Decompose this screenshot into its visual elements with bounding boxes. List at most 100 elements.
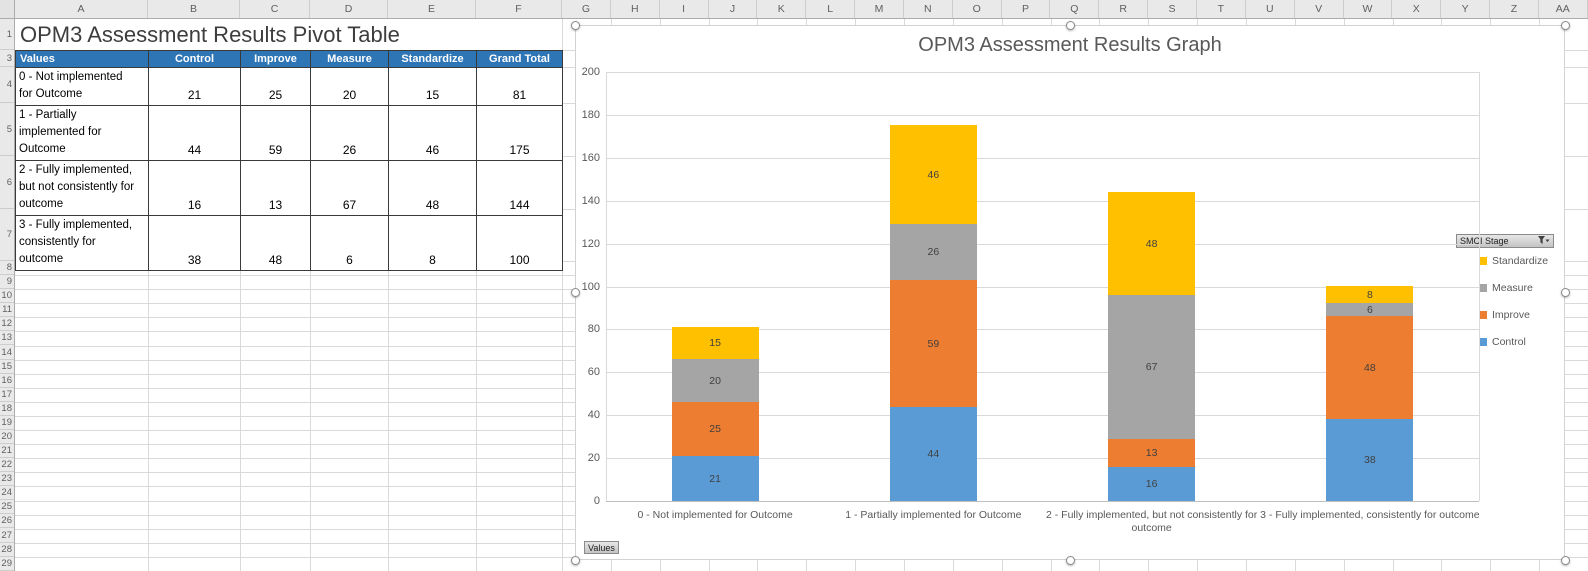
column-header-D[interactable]: D bbox=[310, 0, 388, 18]
column-header-J[interactable]: J bbox=[709, 0, 758, 18]
pivot-value-cell[interactable]: 25 bbox=[240, 67, 311, 106]
pivot-row-label[interactable]: 1 - Partially implemented for Outcome bbox=[15, 105, 149, 161]
column-header-U[interactable]: U bbox=[1246, 0, 1295, 18]
pivot-value-cell[interactable]: 20 bbox=[310, 67, 389, 106]
pivot-value-cell[interactable]: 100 bbox=[476, 215, 563, 271]
column-header-W[interactable]: W bbox=[1344, 0, 1393, 18]
row-header-8[interactable]: 8 bbox=[0, 261, 14, 276]
legend-item-improve[interactable]: Improve bbox=[1479, 308, 1548, 321]
column-header-H[interactable]: H bbox=[611, 0, 660, 18]
pivot-value-cell[interactable]: 46 bbox=[388, 105, 477, 161]
chart-selection-handle[interactable] bbox=[570, 20, 580, 30]
legend-item-control[interactable]: Control bbox=[1479, 335, 1548, 348]
pivot-value-cell[interactable]: 48 bbox=[388, 160, 477, 216]
column-header-R[interactable]: R bbox=[1099, 0, 1149, 18]
chart-object[interactable]: OPM3 Assessment Results Graph Standardiz… bbox=[575, 25, 1565, 560]
column-header-C[interactable]: C bbox=[240, 0, 310, 18]
row-header-15[interactable]: 15 bbox=[0, 360, 14, 374]
stacked-bar[interactable]: 16 13 67 48 bbox=[1108, 192, 1196, 501]
row-header-20[interactable]: 20 bbox=[0, 430, 14, 445]
pivot-value-cell[interactable]: 6 bbox=[310, 215, 389, 271]
pivot-header-standardize[interactable]: Standardize bbox=[388, 50, 477, 68]
row-header-12[interactable]: 12 bbox=[0, 317, 14, 332]
bar-segment-standardize[interactable]: 15 bbox=[671, 327, 759, 359]
bar-segment-measure[interactable]: 20 bbox=[671, 359, 759, 402]
pivot-value-cell[interactable]: 8 bbox=[388, 215, 477, 271]
pivot-value-cell[interactable]: 26 bbox=[310, 105, 389, 161]
row-header-7[interactable]: 7 bbox=[0, 209, 14, 261]
bar-segment-measure[interactable]: 67 bbox=[1108, 295, 1196, 439]
column-header-X[interactable]: X bbox=[1392, 0, 1442, 18]
column-header-O[interactable]: O bbox=[953, 0, 1002, 18]
row-header-21[interactable]: 21 bbox=[0, 444, 14, 459]
column-header-I[interactable]: I bbox=[660, 0, 709, 18]
column-header-B[interactable]: B bbox=[148, 0, 240, 18]
pivot-value-cell[interactable]: 44 bbox=[148, 105, 241, 161]
pivot-value-cell[interactable]: 38 bbox=[148, 215, 241, 271]
row-header-13[interactable]: 13 bbox=[0, 331, 14, 346]
legend-item-standardize[interactable]: Standardize bbox=[1479, 254, 1548, 267]
pivot-value-cell[interactable]: 67 bbox=[310, 160, 389, 216]
row-header-4[interactable]: 4 bbox=[0, 67, 14, 103]
legend-item-measure[interactable]: Measure bbox=[1479, 281, 1548, 294]
pivot-value-cell[interactable]: 81 bbox=[476, 67, 563, 106]
row-header-6[interactable]: 6 bbox=[0, 156, 14, 209]
pivot-title[interactable]: OPM3 Assessment Results Pivot Table bbox=[15, 19, 562, 50]
column-header-P[interactable]: P bbox=[1002, 0, 1051, 18]
row-header-11[interactable]: 11 bbox=[0, 303, 14, 318]
bar-segment-standardize[interactable]: 8 bbox=[1326, 286, 1414, 303]
column-header-S[interactable]: S bbox=[1148, 0, 1197, 18]
pivot-header-grand-total[interactable]: Grand Total bbox=[476, 50, 563, 68]
column-header-T[interactable]: T bbox=[1197, 0, 1246, 18]
column-header-Y[interactable]: Y bbox=[1441, 0, 1491, 18]
pivot-header-control[interactable]: Control bbox=[148, 50, 241, 68]
pivot-value-cell[interactable]: 16 bbox=[148, 160, 241, 216]
chart-selection-handle[interactable] bbox=[1560, 288, 1570, 297]
row-header-14[interactable]: 14 bbox=[0, 345, 14, 360]
pivot-value-cell[interactable]: 59 bbox=[240, 105, 311, 161]
row-header-25[interactable]: 25 bbox=[0, 500, 14, 515]
column-header-M[interactable]: M bbox=[855, 0, 904, 18]
pivot-value-cell[interactable]: 21 bbox=[148, 67, 241, 106]
column-header-F[interactable]: F bbox=[476, 0, 562, 18]
pivot-value-cell[interactable]: 13 bbox=[240, 160, 311, 216]
row-header-18[interactable]: 18 bbox=[0, 402, 14, 416]
column-header-G[interactable]: G bbox=[562, 0, 611, 18]
row-header-5[interactable]: 5 bbox=[0, 103, 14, 156]
column-header-L[interactable]: L bbox=[806, 0, 856, 18]
row-header-28[interactable]: 28 bbox=[0, 543, 14, 557]
row-header-19[interactable]: 19 bbox=[0, 416, 14, 430]
pivot-row-label[interactable]: 0 - Not implemented for Outcome bbox=[15, 67, 149, 106]
column-header-N[interactable]: N bbox=[904, 0, 953, 18]
select-all-corner[interactable] bbox=[0, 0, 15, 18]
stacked-bar[interactable]: 21 25 20 15 bbox=[671, 327, 759, 501]
column-header-Q[interactable]: Q bbox=[1050, 0, 1100, 18]
column-header-E[interactable]: E bbox=[388, 0, 476, 18]
column-header-K[interactable]: K bbox=[757, 0, 807, 18]
row-header-10[interactable]: 10 bbox=[0, 289, 14, 304]
pivot-value-cell[interactable]: 144 bbox=[476, 160, 563, 216]
field-button-smci-stage[interactable]: SMCI Stage bbox=[1456, 234, 1554, 248]
pivot-header-improve[interactable]: Improve bbox=[240, 50, 311, 68]
row-header-22[interactable]: 22 bbox=[0, 458, 14, 473]
bar-segment-control[interactable]: 16 bbox=[1108, 467, 1196, 501]
bar-segment-measure[interactable]: 26 bbox=[889, 224, 977, 280]
row-header-9[interactable]: 9 bbox=[0, 275, 14, 290]
row-header-23[interactable]: 23 bbox=[0, 472, 14, 487]
column-header-V[interactable]: V bbox=[1295, 0, 1344, 18]
row-header-27[interactable]: 27 bbox=[0, 528, 14, 543]
chart-selection-handle[interactable] bbox=[1560, 20, 1570, 30]
chart-selection-handle[interactable] bbox=[570, 555, 580, 565]
row-header-24[interactable]: 24 bbox=[0, 486, 14, 501]
row-header-3[interactable]: 3 bbox=[0, 50, 14, 67]
row-header-26[interactable]: 26 bbox=[0, 514, 14, 529]
bar-segment-control[interactable]: 38 bbox=[1326, 419, 1414, 501]
pivot-header-values[interactable]: Values bbox=[15, 50, 149, 68]
bar-segment-improve[interactable]: 13 bbox=[1108, 439, 1196, 467]
bar-segment-measure[interactable]: 6 bbox=[1326, 303, 1414, 316]
row-header-16[interactable]: 16 bbox=[0, 374, 14, 388]
pivot-value-cell[interactable]: 15 bbox=[388, 67, 477, 106]
pivot-row-label[interactable]: 2 - Fully implemented, but not consisten… bbox=[15, 160, 149, 216]
bar-segment-standardize[interactable]: 46 bbox=[889, 125, 977, 224]
row-header-29[interactable]: 29 bbox=[0, 557, 14, 571]
